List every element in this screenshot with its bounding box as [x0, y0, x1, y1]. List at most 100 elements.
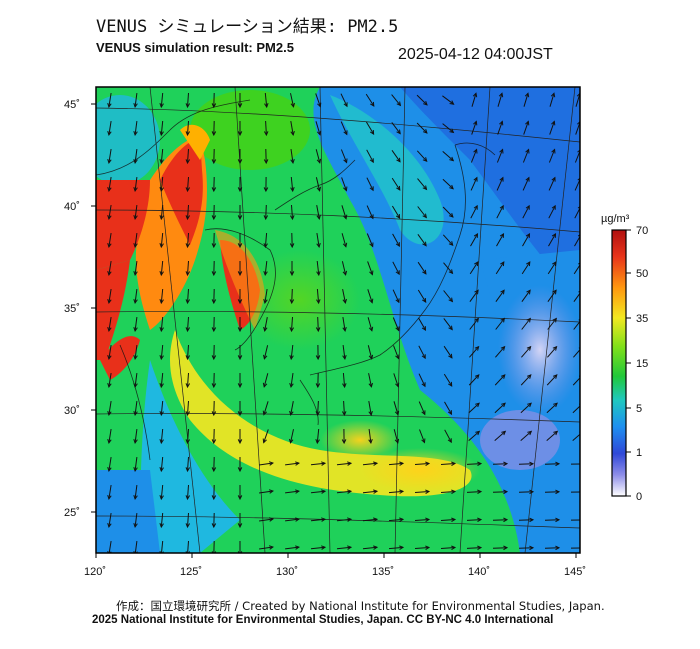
wind-arrow-head — [425, 517, 431, 523]
wind-arrow — [495, 290, 505, 302]
wind-arrow-head — [373, 461, 379, 466]
wind-arrow-head — [342, 326, 347, 333]
wind-arrow-head — [581, 546, 585, 550]
wind-arrow — [391, 94, 401, 106]
wind-arrow-head — [133, 103, 138, 108]
wind-arrow — [160, 288, 164, 304]
wind-arrow-head — [211, 159, 217, 165]
wind-arrow — [187, 428, 189, 444]
wind-arrow-head — [343, 158, 348, 164]
wind-arrow-head — [343, 186, 348, 192]
wind-arrow — [417, 178, 427, 190]
wind-arrow-head — [211, 355, 217, 361]
wind-arrow — [414, 547, 430, 549]
wind-arrow — [573, 292, 580, 302]
wind-arrow — [469, 261, 479, 275]
wind-arrow-head — [263, 215, 269, 221]
wind-arrow — [265, 120, 267, 136]
wind-arrow-head — [552, 289, 557, 295]
colorbar-label: 5 — [636, 403, 642, 415]
wind-arrow-head — [290, 187, 295, 193]
wind-arrow-head — [369, 158, 374, 164]
lat-label: 45˚ — [64, 99, 80, 111]
colorbar-scale — [611, 229, 627, 497]
wind-arrow — [316, 233, 320, 247]
wind-arrow — [522, 149, 530, 163]
wind-arrow — [187, 232, 189, 248]
wind-arrow — [414, 519, 430, 521]
wind-arrow-head — [316, 299, 321, 305]
wind-arrow-head — [341, 411, 347, 417]
wind-arrow — [366, 149, 374, 163]
wind-arrow-head — [526, 261, 531, 267]
wind-arrow-head — [107, 298, 112, 305]
wind-arrow — [470, 205, 478, 219]
wind-arrow — [392, 317, 400, 331]
wind-arrow-head — [315, 355, 321, 361]
wind-arrow — [443, 318, 453, 330]
wind-arrow-head — [262, 382, 268, 388]
wind-arrow — [315, 93, 321, 107]
wind-arrow-head — [577, 149, 580, 153]
wind-arrow-head — [133, 215, 138, 220]
wind-arrow-head — [396, 185, 401, 191]
wind-arrow — [342, 289, 346, 303]
wind-arrow — [547, 261, 557, 275]
wind-arrow-head — [263, 271, 268, 276]
wind-arrow-head — [473, 204, 478, 210]
wind-arrow — [388, 490, 404, 494]
wind-arrow-head — [263, 131, 269, 137]
wind-arrow-head — [499, 204, 504, 210]
wind-arrow — [160, 176, 164, 192]
wind-arrow-head — [133, 243, 138, 248]
wind-arrow — [290, 149, 294, 163]
wind-arrow-head — [211, 467, 217, 473]
wind-arrow — [546, 431, 558, 441]
wind-arrow-head — [343, 102, 348, 108]
wind-arrow-head — [529, 461, 535, 467]
wind-arrow-head — [347, 545, 353, 550]
wind-arrow-head — [237, 159, 243, 165]
wind-arrow-head — [316, 186, 321, 192]
wind-arrow-head — [577, 206, 580, 209]
wind-arrow-head — [473, 120, 478, 126]
wind-arrow-head — [552, 261, 557, 267]
wind-arrow-head — [159, 439, 164, 445]
wind-arrow-head — [159, 159, 164, 165]
wind-arrow — [259, 546, 273, 550]
wind-arrow-head — [263, 187, 269, 193]
wind-arrow — [366, 205, 374, 219]
wind-arrow-head — [342, 355, 347, 360]
wind-arrow-head — [447, 438, 452, 444]
wind-arrow — [367, 317, 373, 331]
wind-arrow — [187, 484, 189, 500]
wind-arrow-head — [555, 545, 561, 551]
wind-arrow-head — [133, 411, 138, 416]
wind-arrow-head — [107, 522, 112, 529]
wind-arrow — [368, 373, 372, 387]
wind-arrow-head — [289, 438, 294, 444]
wind-arrow-head — [448, 381, 453, 387]
wind-arrow — [187, 400, 189, 416]
wind-arrow-head — [551, 148, 556, 154]
wind-arrow-head — [289, 299, 295, 305]
wind-arrow-head — [159, 467, 164, 473]
wind-arrow-head — [524, 92, 530, 98]
wind-arrow-head — [368, 354, 374, 360]
wind-arrow-head — [422, 241, 427, 247]
wind-arrow-head — [422, 157, 428, 163]
wind-arrow-head — [289, 382, 294, 388]
wind-arrow — [492, 519, 508, 521]
wind-arrow-head — [237, 103, 243, 109]
wind-arrow-head — [264, 103, 269, 109]
wind-arrow — [108, 261, 112, 275]
wind-arrow — [368, 429, 372, 443]
wind-arrow-head — [449, 128, 455, 134]
wind-arrow-head — [237, 355, 243, 361]
colorbar-label: 15 — [636, 358, 648, 370]
wind-arrow — [316, 288, 320, 304]
wind-arrow — [572, 405, 580, 414]
wind-arrow-head — [373, 545, 379, 550]
wind-arrow-head — [550, 92, 556, 98]
